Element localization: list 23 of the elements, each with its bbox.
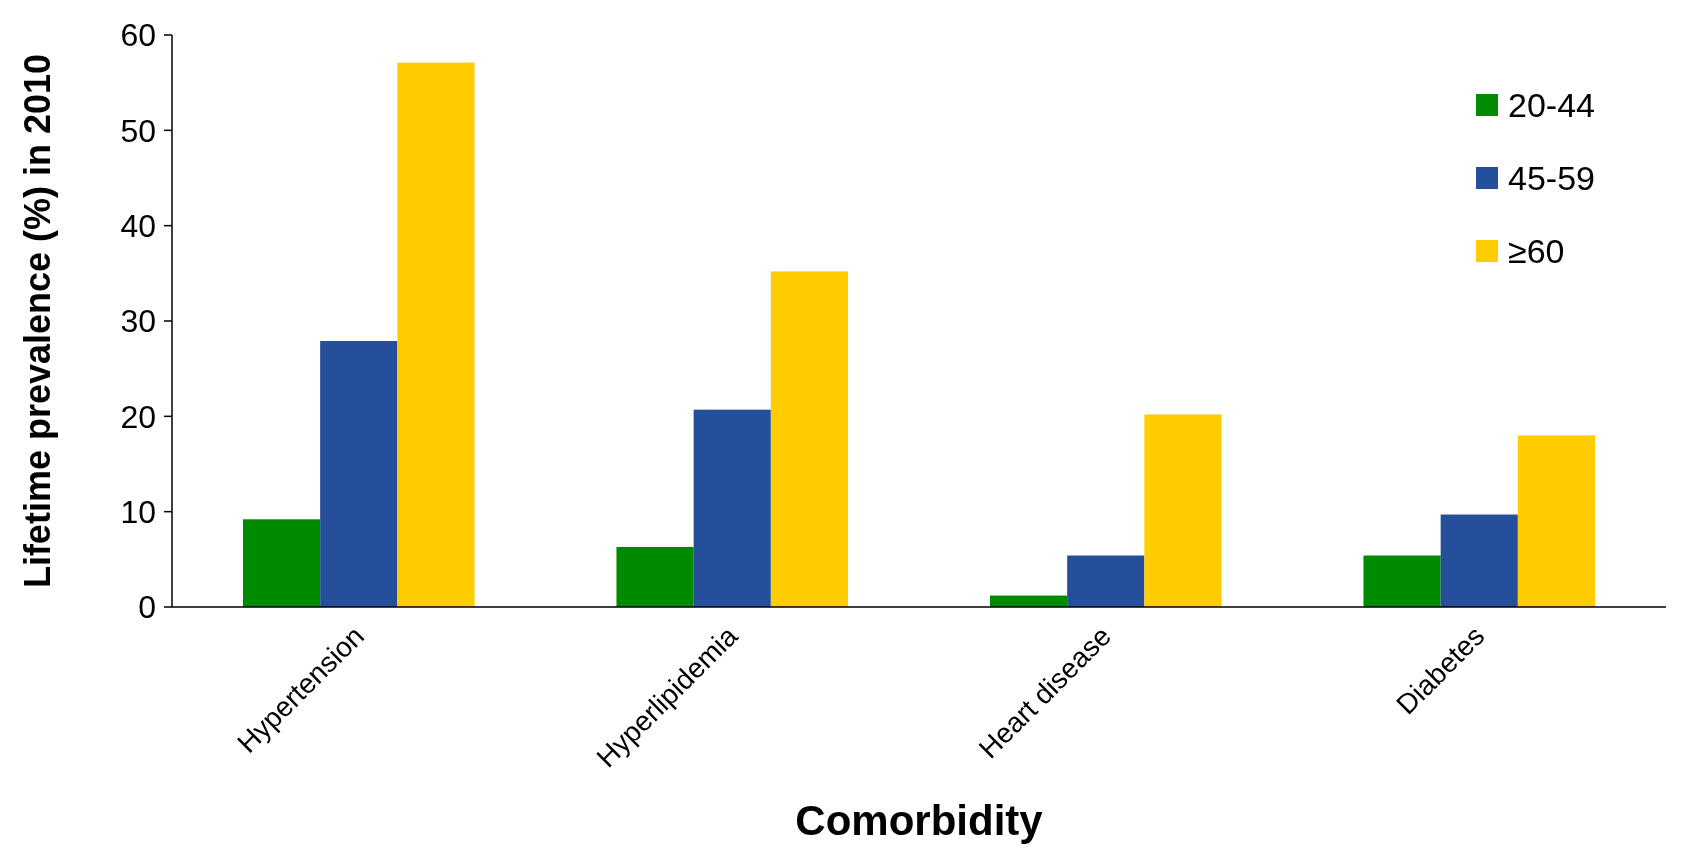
y-tick-label: 60 [120,17,156,54]
bar [1363,555,1441,607]
y-tick-label: 10 [120,493,156,530]
y-tick-label: 20 [120,398,156,435]
legend-label: 20-44 [1508,85,1595,124]
x-axis-title: Comorbidity [795,797,1044,844]
y-tick-label: 0 [138,589,156,626]
bar [397,62,475,607]
y-axis-title: Lifetime prevalence (%) in 2010 [17,53,58,589]
bar [693,409,771,607]
bar [320,341,398,607]
bar [1440,514,1518,607]
bar [242,519,321,607]
bar [616,546,694,607]
bar [1144,414,1222,607]
y-tick-label: 40 [120,207,156,244]
bar [1067,555,1145,607]
bar [1517,435,1596,607]
legend-label: 45-59 [1508,158,1595,197]
y-tick-label: 30 [120,303,156,340]
legend-label: ≥60 [1508,231,1565,270]
y-tick-label: 50 [120,112,156,149]
bar [770,271,849,607]
